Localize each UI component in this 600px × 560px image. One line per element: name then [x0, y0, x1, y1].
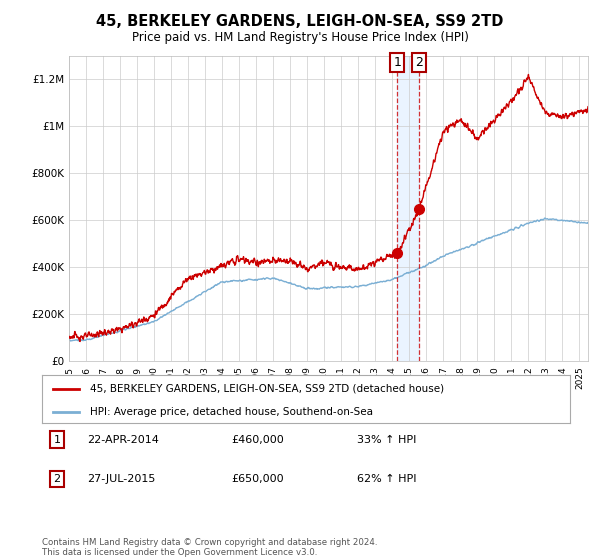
Text: 1: 1: [53, 435, 61, 445]
Text: 1: 1: [394, 56, 401, 69]
Text: 27-JUL-2015: 27-JUL-2015: [87, 474, 155, 484]
Text: 62% ↑ HPI: 62% ↑ HPI: [357, 474, 416, 484]
Text: £460,000: £460,000: [231, 435, 284, 445]
Text: 2: 2: [415, 56, 423, 69]
Text: Price paid vs. HM Land Registry's House Price Index (HPI): Price paid vs. HM Land Registry's House …: [131, 31, 469, 44]
Text: £650,000: £650,000: [231, 474, 284, 484]
Text: 33% ↑ HPI: 33% ↑ HPI: [357, 435, 416, 445]
Bar: [397, 56, 419, 361]
Text: 2: 2: [53, 474, 61, 484]
Text: 45, BERKELEY GARDENS, LEIGH-ON-SEA, SS9 2TD: 45, BERKELEY GARDENS, LEIGH-ON-SEA, SS9 …: [97, 14, 503, 29]
Text: 22-APR-2014: 22-APR-2014: [87, 435, 159, 445]
Text: 45, BERKELEY GARDENS, LEIGH-ON-SEA, SS9 2TD (detached house): 45, BERKELEY GARDENS, LEIGH-ON-SEA, SS9 …: [89, 384, 443, 394]
Text: Contains HM Land Registry data © Crown copyright and database right 2024.
This d: Contains HM Land Registry data © Crown c…: [42, 538, 377, 557]
Text: HPI: Average price, detached house, Southend-on-Sea: HPI: Average price, detached house, Sout…: [89, 407, 373, 417]
